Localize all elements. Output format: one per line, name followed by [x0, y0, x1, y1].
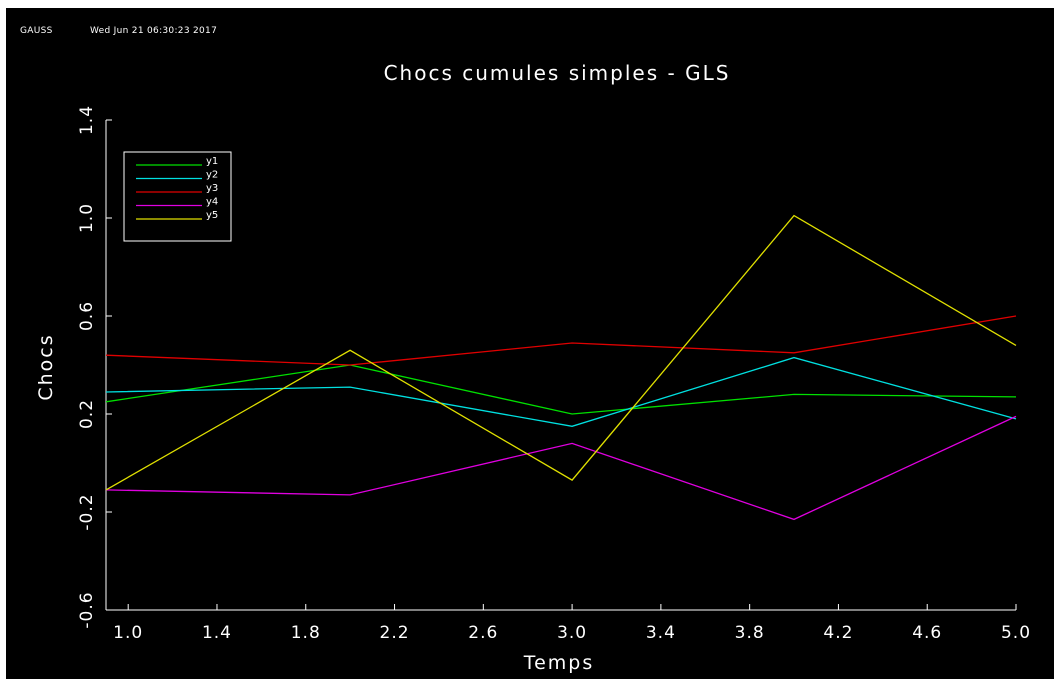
x-tick-label: 3.4: [646, 623, 676, 643]
series-group: [105, 214, 1017, 521]
line-chart: Chocs cumules simples - GLS Temps Chocs …: [35, 61, 1031, 674]
x-tick-label: 4.6: [912, 623, 942, 643]
legend-label: y5: [206, 210, 218, 221]
x-tick-label: 1.4: [202, 623, 232, 643]
legend-box: [123, 151, 232, 242]
legend: y1 y2 y3 y4 y5: [123, 151, 232, 242]
x-tick-label: 3.0: [557, 623, 587, 643]
series-line-y1: [105, 364, 1017, 415]
axes: 1.0 1.4 1.8 2.2 2.6 3.0 3.4 3.8 4.2 4.6 5.0 -0.6 -0.…: [77, 105, 1031, 643]
y-tick-label: 1.4: [77, 105, 97, 135]
app-name: GAUSS: [20, 26, 53, 36]
y-tick-label: 0.2: [77, 399, 97, 429]
legend-label: y3: [206, 183, 218, 194]
x-tick-label: 2.2: [380, 623, 410, 643]
x-tick-label: 4.2: [823, 623, 853, 643]
legend-label: y2: [206, 170, 218, 181]
y-tick-label: -0.2: [77, 493, 97, 530]
series-line-y2: [105, 356, 1017, 427]
y-tick-label: 0.6: [77, 301, 97, 331]
x-tick-label: 1.8: [291, 623, 321, 643]
series-line-y5: [105, 214, 1017, 491]
y-axis-label: Chocs: [35, 333, 57, 400]
series-line-y3: [105, 315, 1017, 366]
y-tick-label: -0.6: [77, 591, 97, 628]
x-tick-label: 1.0: [113, 623, 143, 643]
y-tick-label: 1.0: [77, 203, 97, 233]
chart-title: Chocs cumules simples - GLS: [384, 61, 731, 85]
timestamp: Wed Jun 21 06:30:23 2017: [90, 26, 218, 36]
legend-label: y1: [206, 156, 218, 167]
x-tick-label: 3.8: [735, 623, 765, 643]
plot-window: GAUSS Wed Jun 21 06:30:23 2017 Chocs cum…: [6, 8, 1054, 679]
x-tick-label: 5.0: [1001, 623, 1031, 643]
legend-label: y4: [206, 197, 218, 208]
x-axis-label: Temps: [523, 652, 595, 674]
x-tick-label: 2.6: [468, 623, 498, 643]
series-line-y4: [105, 415, 1017, 521]
